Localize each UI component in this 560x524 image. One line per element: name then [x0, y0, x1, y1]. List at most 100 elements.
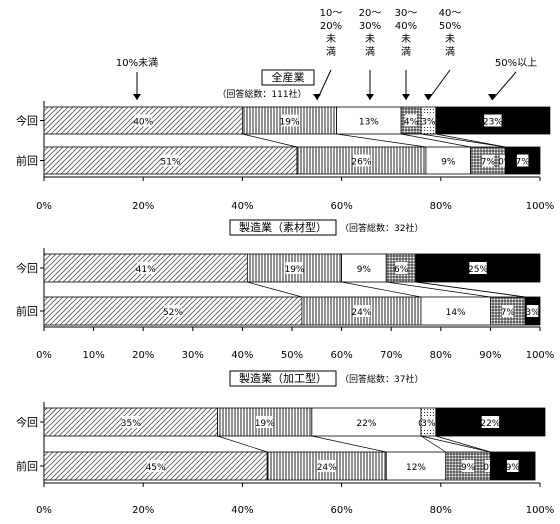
x-tick-label: 70% — [380, 350, 402, 361]
row-label: 今回 — [16, 114, 38, 128]
data-label: 13% — [359, 118, 379, 128]
data-label-bg — [469, 262, 487, 274]
data-label-bg — [422, 114, 435, 127]
data-label-bg — [357, 416, 376, 428]
data-label: 3% — [525, 308, 540, 318]
bar-segment — [301, 296, 422, 326]
data-label: 24% — [317, 463, 337, 473]
data-label: 7% — [515, 158, 530, 168]
response-count-note: （回答総数：37社） — [340, 373, 423, 385]
legend-label: 未 — [401, 33, 411, 45]
data-label-bg — [446, 305, 465, 317]
data-label: 7% — [501, 308, 516, 318]
data-label: 23% — [483, 118, 503, 128]
data-label-bg — [526, 305, 539, 317]
legend-label: 50%以上 — [495, 57, 537, 69]
x-tick-label: 100% — [526, 350, 555, 361]
bar-segment — [435, 407, 546, 437]
data-label-bg — [481, 416, 500, 428]
row-label: 前回 — [16, 459, 38, 473]
data-label: 24% — [351, 308, 371, 318]
legend-label: 未 — [365, 33, 375, 45]
x-tick-label: 40% — [231, 350, 253, 361]
legend-label: 未 — [326, 33, 336, 45]
legend-arrowhead — [366, 94, 374, 100]
legend-arrowhead — [424, 94, 432, 100]
data-label-bg — [280, 114, 299, 127]
data-label: 40% — [133, 118, 153, 128]
connector-line — [311, 435, 387, 453]
row-label: 今回 — [16, 415, 38, 429]
data-label: 9% — [357, 265, 372, 275]
connector-line — [386, 281, 491, 298]
data-label-bg — [352, 154, 371, 167]
legend-label: 満 — [401, 46, 411, 58]
section-title: 全産業 — [272, 70, 305, 84]
data-label: 14% — [446, 308, 466, 318]
connector-line — [435, 435, 491, 453]
connector-line — [217, 435, 268, 453]
x-tick-label: 90% — [479, 350, 501, 361]
connector-line — [341, 281, 422, 298]
connector-line — [415, 281, 526, 298]
legend-label: 10～ — [320, 8, 343, 19]
connector-line — [336, 133, 426, 148]
legend-label: 40% — [395, 21, 417, 32]
legend-label: 未 — [445, 33, 455, 45]
data-label: 41% — [136, 265, 156, 275]
connector-line — [242, 133, 298, 148]
x-tick-label: 40% — [231, 201, 253, 212]
x-tick-label: 80% — [430, 505, 452, 516]
connector-line — [420, 435, 491, 453]
response-count-note: （回答総数：111社） — [217, 88, 306, 100]
data-label: 35% — [121, 419, 141, 429]
data-label: 19% — [284, 265, 304, 275]
legend-label: 30% — [359, 21, 381, 32]
row-label: 前回 — [16, 154, 38, 168]
legend-label: 40～ — [439, 8, 462, 19]
x-tick-label: 10% — [82, 350, 104, 361]
data-label-bg — [352, 305, 371, 317]
x-tick-label: 40% — [231, 505, 253, 516]
x-tick-label: 20% — [132, 350, 154, 361]
x-tick-label: 50% — [281, 350, 303, 361]
legend-label: 満 — [326, 46, 336, 58]
section-title-box — [229, 370, 337, 387]
data-label: 22% — [480, 419, 500, 429]
data-label: 19% — [255, 419, 275, 429]
x-tick-label: 20% — [132, 505, 154, 516]
data-label-bg — [285, 262, 304, 274]
data-label: 3% — [421, 419, 436, 429]
data-label-bg — [358, 262, 370, 274]
data-label: 12% — [406, 463, 426, 473]
legend-label: 50% — [439, 21, 461, 32]
data-label-bg — [164, 305, 182, 317]
x-tick-label: 100% — [526, 201, 555, 212]
data-label: 25% — [468, 265, 488, 275]
data-label-bg — [462, 460, 474, 472]
data-label-bg — [516, 154, 529, 167]
data-label-bg — [405, 114, 417, 127]
legend-label: 満 — [365, 46, 375, 58]
data-label-bg — [360, 114, 378, 127]
section-title: 製造業（素材型） — [239, 220, 327, 234]
x-tick-label: 20% — [132, 201, 154, 212]
data-label: 6% — [394, 265, 409, 275]
connector-line — [435, 133, 506, 148]
x-tick-label: 80% — [430, 201, 452, 212]
legend-label: 20～ — [359, 8, 382, 19]
data-label: 19% — [280, 118, 300, 128]
data-label-bg — [395, 262, 407, 274]
legend-label: 10%未満 — [116, 57, 158, 69]
data-label: 22% — [356, 419, 376, 429]
data-label: 26% — [351, 158, 371, 168]
data-label: 9% — [441, 158, 456, 168]
data-label: 51% — [160, 158, 180, 168]
data-label-bg — [318, 460, 336, 472]
legend-arrowhead — [133, 94, 141, 100]
row-label: 今回 — [16, 261, 38, 275]
data-label-bg — [482, 154, 494, 167]
data-label-bg — [161, 154, 180, 167]
x-tick-label: 60% — [330, 201, 352, 212]
